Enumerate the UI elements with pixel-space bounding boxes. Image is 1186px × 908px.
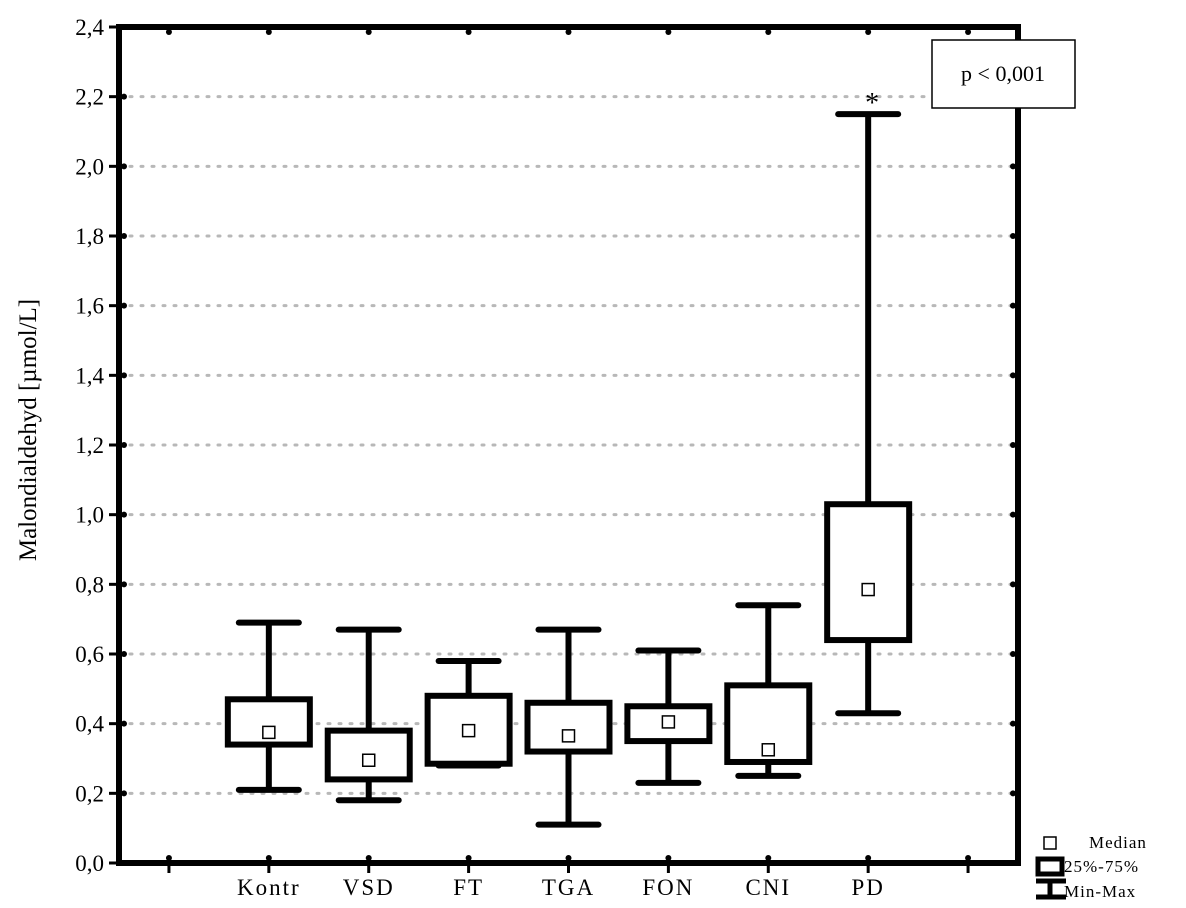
annotation-frame bbox=[931, 39, 1076, 109]
y-tick-label: 0,8 bbox=[75, 572, 104, 597]
x-tick-dot-top bbox=[465, 29, 472, 35]
iqr-box bbox=[824, 501, 913, 644]
y-tick-dot-left bbox=[121, 372, 127, 379]
box-ft bbox=[424, 657, 513, 769]
legend: Median 25%-75% Min-Max bbox=[1035, 833, 1147, 901]
y-tick-label: 1,2 bbox=[75, 433, 104, 458]
x-tick-dot-bottom bbox=[765, 855, 772, 861]
y-tick-label: 0,6 bbox=[75, 642, 104, 667]
x-tick-label: FON bbox=[642, 875, 694, 900]
box-cni bbox=[724, 602, 813, 779]
y-tick-dot-right bbox=[1010, 790, 1016, 797]
y-tick-dot-left bbox=[121, 720, 127, 727]
median-marker bbox=[861, 582, 875, 597]
legend-median-symbol bbox=[1043, 836, 1057, 850]
box-pd bbox=[824, 111, 913, 717]
legend-box-label: 25%-75% bbox=[1064, 857, 1139, 876]
median-marker bbox=[661, 715, 676, 729]
box-tga bbox=[524, 626, 613, 828]
x-tick-label: FT bbox=[453, 875, 484, 900]
y-tick-label: 1,8 bbox=[75, 224, 104, 249]
significance-marker: * bbox=[865, 88, 879, 119]
x-ticks: Kontr VSD FT TGA FON CNI PD bbox=[165, 29, 972, 900]
x-tick-dot-top bbox=[365, 29, 372, 35]
y-tick-dot-right bbox=[1010, 302, 1016, 309]
x-tick-dot-bottom bbox=[465, 855, 472, 861]
median-marker bbox=[461, 723, 476, 738]
box-vsd bbox=[324, 626, 413, 804]
x-tick-dot-bottom bbox=[365, 855, 372, 861]
x-tick-dot-bottom bbox=[965, 855, 972, 861]
x-tick-dot-bottom bbox=[665, 855, 672, 861]
y-tick-dot-left bbox=[121, 163, 127, 170]
x-tick-dot-top bbox=[865, 29, 872, 35]
x-tick-dot-top bbox=[165, 29, 172, 35]
y-axis-label: Malondialdehyd [µmol/L] bbox=[15, 299, 42, 561]
iqr-box bbox=[624, 703, 713, 745]
legend-median-label: Median bbox=[1089, 833, 1147, 852]
y-tick-dot-left bbox=[121, 442, 127, 448]
x-tick-label: VSD bbox=[343, 875, 395, 900]
median-marker bbox=[761, 743, 776, 757]
y-tick-label: 2,2 bbox=[75, 85, 104, 110]
x-tick-dot-bottom bbox=[865, 855, 872, 861]
y-tick-dot-left bbox=[121, 233, 127, 239]
median-marker bbox=[361, 753, 376, 767]
x-tick-label: CNI bbox=[745, 875, 791, 900]
y-tick-dot-right bbox=[1010, 720, 1016, 727]
x-tick-dot-top bbox=[765, 29, 772, 35]
y-tick-label: 1,4 bbox=[75, 363, 104, 388]
x-tick-dot-top bbox=[565, 29, 572, 35]
y-tick-dot-left bbox=[121, 581, 127, 588]
x-tick-dot-top bbox=[665, 29, 672, 35]
median-marker bbox=[561, 729, 576, 743]
x-tick-label: Kontr bbox=[237, 875, 301, 900]
y-tick-label: 0,0 bbox=[75, 851, 104, 876]
y-tick-dot-right bbox=[1010, 651, 1016, 657]
y-tick-dot-right bbox=[1010, 581, 1016, 588]
boxes bbox=[224, 111, 913, 828]
iqr-box bbox=[524, 699, 613, 755]
x-tick-dot-top bbox=[265, 29, 272, 35]
annotation-text: p < 0,001 bbox=[961, 61, 1045, 86]
y-tick-dot-right bbox=[1010, 442, 1016, 448]
y-tick-label: 0,4 bbox=[75, 712, 104, 737]
y-tick-dot-left bbox=[121, 651, 127, 657]
y-tick-dot-left bbox=[121, 302, 127, 309]
x-tick-dot-bottom bbox=[165, 855, 172, 861]
x-tick-dot-top bbox=[965, 29, 972, 35]
box-kontr bbox=[224, 619, 313, 793]
plot-frame bbox=[116, 24, 1021, 866]
y-tick-label: 0,2 bbox=[75, 781, 104, 806]
y-tick-dot-left bbox=[121, 93, 127, 100]
y-tick-label: 2,0 bbox=[75, 154, 104, 179]
legend-box-symbol bbox=[1035, 856, 1065, 877]
box-fon bbox=[624, 647, 713, 786]
x-tick-label: TGA bbox=[542, 875, 595, 900]
y-tick-dot-left bbox=[121, 511, 127, 518]
median-marker bbox=[262, 725, 276, 740]
annotation-box: p < 0,001 bbox=[931, 39, 1076, 109]
legend-whisker-label: Min-Max bbox=[1064, 882, 1136, 901]
x-tick-dot-bottom bbox=[265, 855, 272, 861]
y-tick-dot-left bbox=[121, 790, 127, 797]
x-tick-dot-bottom bbox=[565, 855, 572, 861]
y-tick-dot-right bbox=[1010, 372, 1016, 379]
y-tick-dot-right bbox=[1010, 511, 1016, 518]
y-tick-label: 1,0 bbox=[75, 503, 104, 528]
y-tick-label: 2,4 bbox=[75, 15, 104, 40]
y-tick-label: 1,6 bbox=[75, 294, 104, 319]
y-tick-dot-right bbox=[1010, 233, 1016, 239]
y-tick-dot-right bbox=[1010, 163, 1016, 170]
x-tick-label: PD bbox=[851, 875, 884, 900]
